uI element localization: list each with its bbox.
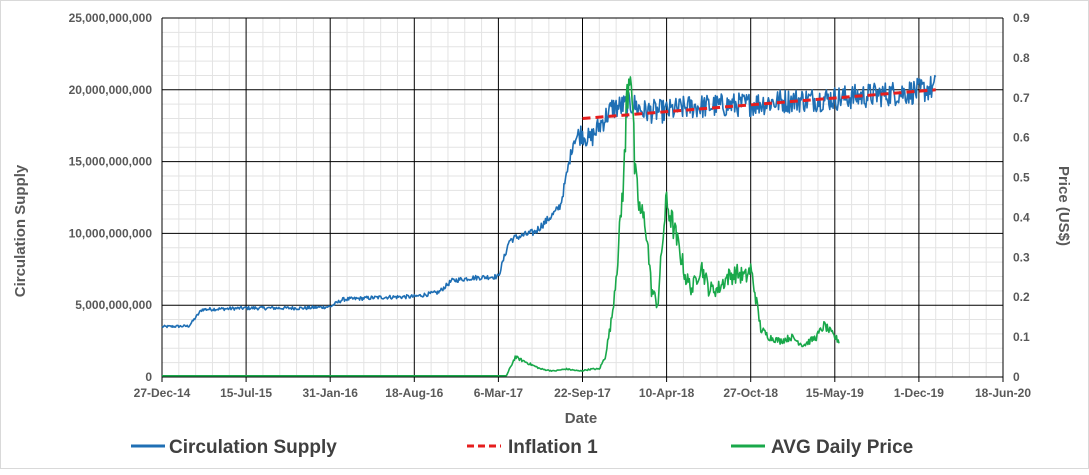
x-tick-label: 15-Jul-15 bbox=[220, 386, 272, 400]
y2-tick-label: 0.6 bbox=[1013, 131, 1030, 145]
x-tick-label: 6-Mar-17 bbox=[474, 386, 524, 400]
y2-tick-label: 0 bbox=[1013, 370, 1020, 384]
axes bbox=[161, 18, 1004, 378]
legend-item-avg-daily-price: AVG Daily Price bbox=[731, 437, 913, 458]
y2-axis-title: Price (US$) bbox=[1055, 166, 1072, 246]
series-layer bbox=[161, 74, 937, 377]
y-tick-label: 10,000,000,000 bbox=[69, 226, 153, 240]
x-tick-label: 31-Jan-16 bbox=[303, 386, 359, 400]
tick-labels: 27-Dec-14 15-Jul-15 31-Jan-16 18-Aug-16 6-Ma… bbox=[69, 11, 1032, 400]
legend-label-circulation-supply: Circulation Supply bbox=[169, 437, 337, 458]
y2-tick-label: 0.8 bbox=[1013, 51, 1030, 65]
x-tick-label: 27-Dec-14 bbox=[134, 386, 191, 400]
legend-item-inflation-1: Inflation 1 bbox=[467, 437, 598, 458]
y2-tick-label: 0.1 bbox=[1013, 330, 1030, 344]
y-axis-title: Circulation Supply bbox=[12, 164, 29, 297]
y-tick-label: 5,000,000,000 bbox=[75, 298, 152, 312]
y2-tick-label: 0.7 bbox=[1013, 91, 1030, 105]
series-line-inflation-1 bbox=[582, 88, 936, 120]
x-tick-label: 22-Sep-17 bbox=[554, 386, 611, 400]
x-tick-label: 1-Dec-19 bbox=[894, 386, 944, 400]
x-axis-title: Date bbox=[565, 410, 598, 427]
y2-tick-label: 0.2 bbox=[1013, 290, 1030, 304]
major-gridlines bbox=[161, 17, 1004, 382]
y-tick-label: 0 bbox=[145, 370, 152, 384]
y-tick-label: 15,000,000,000 bbox=[69, 155, 153, 169]
series-line-circulation-supply bbox=[161, 74, 937, 329]
legend-label-avg-daily-price: AVG Daily Price bbox=[771, 437, 913, 458]
legend: Circulation Supply Inflation 1 AVG Daily… bbox=[131, 437, 913, 458]
x-tick-label: 10-Apr-18 bbox=[639, 386, 695, 400]
legend-label-inflation-1: Inflation 1 bbox=[508, 437, 598, 458]
x-tick-label: 27-Oct-18 bbox=[723, 386, 778, 400]
y2-tick-label: 0.3 bbox=[1013, 250, 1030, 264]
series-line-avg-daily-price bbox=[162, 76, 840, 377]
x-tick-label: 18-Jun-20 bbox=[975, 386, 1031, 400]
y2-tick-label: 0.9 bbox=[1013, 11, 1030, 25]
y2-tick-label: 0.4 bbox=[1013, 210, 1030, 224]
y-tick-label: 25,000,000,000 bbox=[69, 11, 153, 25]
x-tick-label: 15-May-19 bbox=[806, 386, 864, 400]
x-tick-label: 18-Aug-16 bbox=[385, 386, 443, 400]
y-tick-label: 20,000,000,000 bbox=[69, 83, 153, 97]
legend-item-circulation-supply: Circulation Supply bbox=[131, 437, 337, 458]
y2-tick-label: 0.5 bbox=[1013, 171, 1030, 185]
